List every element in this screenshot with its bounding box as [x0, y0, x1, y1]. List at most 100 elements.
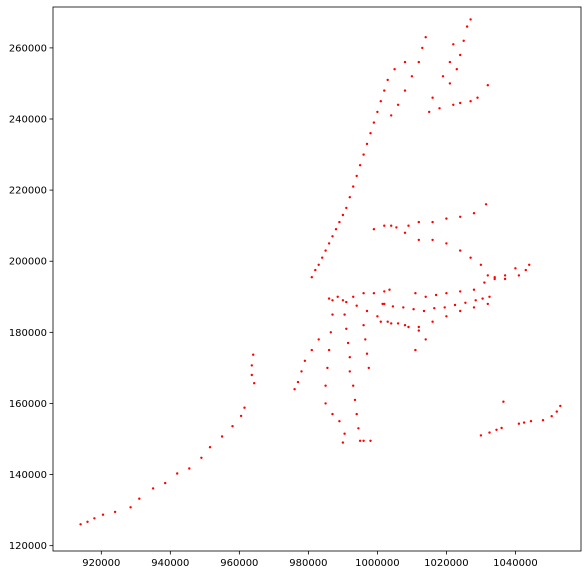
data-point-central-brooklyn-line-4 — [365, 309, 369, 313]
data-point-queens-blvd-line-0 — [414, 292, 417, 295]
data-point-brooklyn-east-line-7 — [367, 366, 370, 370]
data-point-short-vertical-line-3 — [253, 382, 256, 385]
data-point-bronx-lines-18 — [465, 25, 469, 28]
data-point-manhattan-line-9 — [341, 213, 345, 217]
data-point-bronx-lines-11 — [469, 100, 472, 103]
data-point-manhattan-line-17 — [369, 132, 372, 135]
data-point-brooklyn-culver-line-3 — [346, 341, 350, 345]
data-point-bronx-lines-22 — [448, 60, 452, 64]
data-point-bronx-lines-20 — [431, 96, 434, 99]
data-point-astoria-queens-line-2 — [417, 238, 420, 242]
data-point-astoria-queens-line-0 — [390, 224, 393, 227]
data-point-manhattan-line-23 — [393, 68, 396, 71]
y-tick-label: 260000 — [9, 43, 47, 54]
data-point-staten-island-line-1 — [86, 520, 89, 523]
data-point-lower-queens-line-4 — [445, 315, 448, 318]
data-point-flushing-line-1 — [383, 224, 386, 227]
data-point-lower-manhattan-line-3 — [300, 370, 303, 373]
data-point-far-rockaway-line-2 — [495, 428, 498, 431]
data-point-brooklyn-culver-line-11 — [341, 441, 345, 444]
data-point-jamaica-line-4 — [422, 309, 426, 313]
data-point-lower-manhattan-line-1 — [310, 348, 313, 352]
x-tick-label: 960000 — [220, 558, 258, 569]
data-point-brooklyn-east-line-4 — [362, 324, 365, 327]
data-point-flushing-line-3 — [407, 224, 410, 227]
data-point-far-rockaway-line-7 — [541, 419, 545, 422]
data-point-staten-island-line-4 — [113, 510, 117, 514]
data-point-brooklyn-sea-beach-line-7 — [331, 412, 334, 416]
y-tick-label: 180000 — [9, 328, 47, 339]
data-point-manhattan-line-11 — [348, 196, 351, 199]
data-point-bronx-lines-9 — [452, 103, 455, 107]
data-point-bronx-lines-23 — [452, 43, 455, 46]
data-point-queens-blvd-line-5 — [472, 288, 476, 291]
data-point-brooklyn-east-line-5 — [364, 338, 367, 341]
data-point-brooklyn-culver-line-6 — [352, 384, 355, 387]
data-point-far-rockaway-line-0 — [479, 434, 483, 437]
data-point-brooklyn-sea-beach-line-3 — [327, 348, 331, 352]
data-point-lower-queens-line-1 — [403, 324, 407, 327]
data-point-bronx-lines-7 — [428, 110, 431, 114]
data-point-staten-island-line-2 — [93, 517, 96, 520]
data-point-central-brooklyn-line-3 — [355, 304, 358, 307]
data-point-bronx-lines-21 — [441, 75, 445, 78]
data-point-manhattan-line-20 — [379, 100, 382, 103]
data-point-jamaica-line-2 — [402, 306, 405, 309]
data-point-lower-queens-line-7 — [486, 302, 489, 306]
data-point-astoria-queens-line-4 — [445, 242, 448, 245]
data-point-jamaica-line-1 — [391, 305, 395, 308]
data-point-brooklyn-east-line-9 — [383, 302, 386, 306]
data-point-manhattan-line-3 — [321, 256, 324, 259]
data-point-brooklyn-culver-line-8 — [355, 412, 358, 416]
data-point-bronx-lines-1 — [396, 103, 400, 107]
data-point-short-vertical-line-1 — [250, 364, 253, 367]
data-point-brooklyn-sea-beach-line-4 — [326, 366, 329, 370]
data-point-lower-manhattan-line-0 — [317, 338, 320, 341]
data-point-flushing-line-4 — [417, 220, 420, 224]
data-point-short-vertical-line-0 — [252, 353, 255, 356]
data-point-staten-island-line-10 — [188, 467, 191, 470]
data-point-flushing-line-2 — [395, 226, 398, 229]
data-point-brooklyn-culver-line-2 — [345, 327, 348, 330]
data-point-queens-blvd-line-7 — [493, 277, 496, 281]
y-tick-label: 140000 — [9, 470, 47, 481]
plot-area — [52, 6, 582, 552]
data-point-brooklyn-sea-beach-line-9 — [343, 432, 346, 435]
x-axis-ticks: 920000 940000 960000 980000 1000000 1020000 10… — [82, 551, 538, 569]
data-point-staten-island-line-5 — [129, 506, 132, 509]
data-point-queens-blvd-line-10 — [528, 263, 531, 266]
data-point-brooklyn-east-line-8 — [379, 320, 382, 323]
data-point-central-brooklyn-line-8 — [407, 325, 410, 329]
data-point-central-brooklyn-line-9 — [417, 329, 420, 332]
data-point-bronx-lines-15 — [455, 68, 458, 71]
data-point-staten-island-line-12 — [208, 446, 212, 449]
data-point-astoria-queens-line-10 — [503, 277, 507, 281]
data-point-far-rockaway-line-6 — [529, 420, 533, 423]
x-tick-label: 1020000 — [424, 558, 469, 569]
y-tick-label: 120000 — [9, 541, 47, 552]
data-point-manhattan-line-8 — [338, 220, 341, 224]
data-point-manhattan-line-24 — [403, 60, 407, 64]
data-point-manhattan-line-21 — [383, 89, 386, 92]
data-point-flushing-line-6 — [445, 217, 448, 220]
data-point-brooklyn-culver-line-9 — [357, 427, 360, 430]
data-point-astoria-queens-line-7 — [479, 263, 483, 266]
data-point-lower-queens-line-6 — [472, 306, 476, 309]
data-point-staten-island-line-7 — [151, 487, 155, 490]
data-point-bronx-lines-14 — [448, 82, 452, 85]
data-point-brooklyn-east-line-1 — [362, 292, 365, 295]
data-point-brooklyn-culver-line-0 — [341, 299, 345, 302]
data-point-brooklyn-sea-beach-line-8 — [338, 420, 341, 423]
data-point-bronx-lines-3 — [410, 75, 414, 78]
data-point-jamaica-line-3 — [412, 308, 415, 311]
data-point-far-rockaway-line-4 — [517, 422, 521, 425]
data-point-manhattan-line-15 — [362, 153, 365, 156]
data-point-bronx-lines-2 — [403, 89, 407, 92]
data-point-bronx-lines-16 — [459, 53, 462, 57]
data-point-central-brooklyn-line-7 — [396, 322, 400, 325]
data-point-bronx-lines-12 — [476, 96, 479, 99]
data-point-brooklyn-sea-beach-line-11 — [369, 439, 372, 442]
data-point-astoria-queens-line-12 — [524, 268, 527, 272]
data-point-astoria-queens-line-6 — [469, 256, 472, 259]
